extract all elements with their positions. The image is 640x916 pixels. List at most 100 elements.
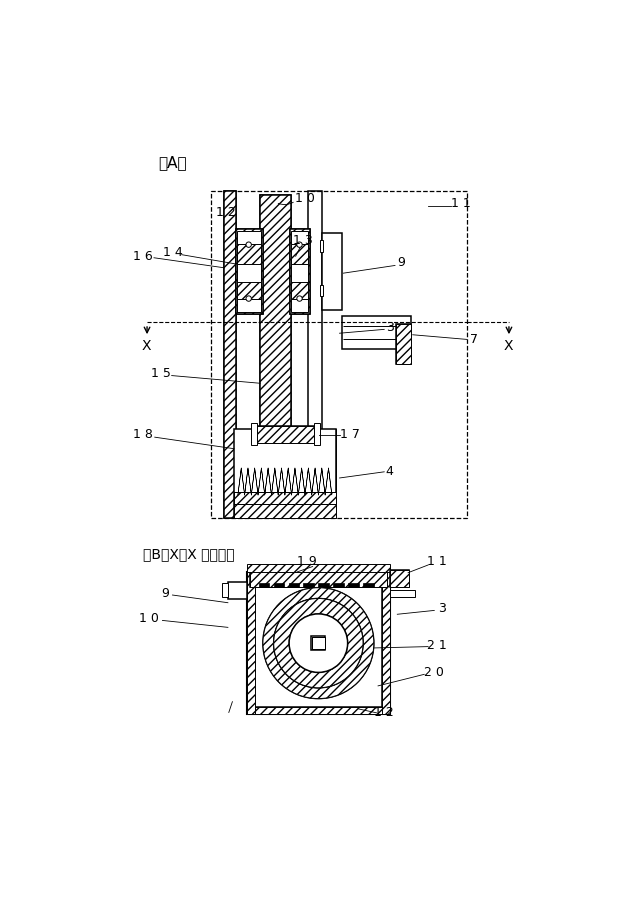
Polygon shape <box>312 468 319 495</box>
Circle shape <box>274 598 363 688</box>
Bar <box>291 281 308 299</box>
Bar <box>289 229 310 314</box>
Bar <box>224 191 236 518</box>
Text: 7: 7 <box>470 333 478 346</box>
Text: （A）: （A） <box>159 155 188 169</box>
Text: 1 1: 1 1 <box>428 555 447 569</box>
Polygon shape <box>271 468 278 495</box>
Bar <box>390 591 415 596</box>
Polygon shape <box>319 468 325 495</box>
Bar <box>289 229 310 314</box>
Circle shape <box>246 242 252 247</box>
Polygon shape <box>265 468 271 495</box>
Text: 9: 9 <box>161 587 169 600</box>
Polygon shape <box>292 468 298 495</box>
Bar <box>237 244 261 264</box>
Bar <box>314 423 320 445</box>
Polygon shape <box>298 468 305 495</box>
Polygon shape <box>252 468 258 495</box>
Bar <box>234 430 336 518</box>
Bar <box>318 583 329 587</box>
Bar <box>291 244 308 264</box>
Bar <box>257 426 314 442</box>
Text: 1 2: 1 2 <box>374 706 394 719</box>
Polygon shape <box>238 468 244 495</box>
Polygon shape <box>278 468 285 495</box>
Polygon shape <box>305 468 312 495</box>
Text: 1 9: 1 9 <box>296 555 316 569</box>
Text: 9: 9 <box>397 256 405 269</box>
Text: 1 7: 1 7 <box>340 429 360 442</box>
Bar <box>250 568 387 587</box>
Circle shape <box>297 242 302 247</box>
Bar <box>348 583 358 587</box>
Bar <box>236 229 262 314</box>
Circle shape <box>246 296 252 301</box>
Bar <box>234 492 336 504</box>
Bar <box>236 229 262 314</box>
Polygon shape <box>258 468 265 495</box>
Bar <box>274 583 284 587</box>
Wedge shape <box>274 598 363 688</box>
Circle shape <box>289 614 348 672</box>
Bar <box>255 580 382 706</box>
Bar <box>257 426 314 442</box>
Circle shape <box>263 588 374 699</box>
Wedge shape <box>263 588 374 699</box>
Bar <box>319 240 323 253</box>
Text: 1 4: 1 4 <box>163 245 182 259</box>
Bar <box>247 564 390 572</box>
Text: 1 0: 1 0 <box>295 192 315 205</box>
Bar <box>251 423 257 445</box>
Text: 2 0: 2 0 <box>424 666 444 679</box>
Text: 3: 3 <box>386 321 394 333</box>
Bar <box>291 231 308 312</box>
Text: （B）X－X 線断面図: （B）X－X 線断面図 <box>143 547 235 562</box>
Bar <box>234 504 336 518</box>
Bar <box>322 233 342 311</box>
Text: 1 0: 1 0 <box>140 612 159 625</box>
Bar <box>312 637 324 649</box>
Bar <box>319 286 323 296</box>
Circle shape <box>297 296 302 301</box>
Bar <box>396 324 411 364</box>
Polygon shape <box>244 468 252 495</box>
Bar <box>247 572 390 714</box>
Bar <box>390 571 409 587</box>
Bar <box>237 231 261 312</box>
Bar <box>259 583 269 587</box>
Text: 4: 4 <box>386 465 394 478</box>
Bar <box>224 191 236 518</box>
Polygon shape <box>325 468 332 495</box>
Bar <box>228 582 247 599</box>
Bar <box>211 191 467 518</box>
Bar <box>390 571 409 587</box>
Text: 1 6: 1 6 <box>133 250 153 263</box>
Bar <box>237 231 261 312</box>
Bar <box>237 281 261 299</box>
Text: X: X <box>504 339 513 354</box>
Bar <box>303 583 314 587</box>
Bar <box>247 706 390 714</box>
Bar <box>289 583 299 587</box>
Text: 2 1: 2 1 <box>428 638 447 651</box>
Bar <box>312 637 325 650</box>
Bar <box>342 316 411 349</box>
Bar <box>308 191 322 518</box>
Bar <box>221 583 228 597</box>
Text: 3: 3 <box>438 603 446 616</box>
Bar <box>325 430 336 514</box>
Bar <box>247 572 255 714</box>
Bar <box>250 568 387 587</box>
Text: 1 2: 1 2 <box>216 206 236 219</box>
Bar <box>312 637 324 649</box>
Polygon shape <box>285 468 292 495</box>
Text: X: X <box>141 339 151 354</box>
Bar <box>363 583 374 587</box>
Text: 1 8: 1 8 <box>133 429 153 442</box>
Text: 1 1: 1 1 <box>451 197 470 211</box>
Text: 1 5: 1 5 <box>151 366 171 380</box>
Bar <box>260 194 291 479</box>
Bar <box>396 324 411 364</box>
Bar <box>333 583 344 587</box>
